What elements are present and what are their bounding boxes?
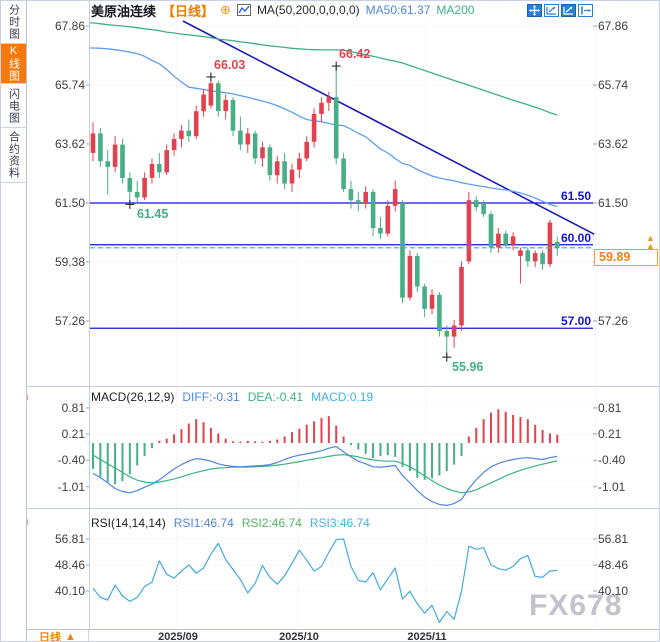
sidebar-item-label: K线图 (7, 45, 20, 82)
axis-tick-label: -0.40 (57, 453, 85, 468)
rsi1-value: RSI1:46.74 (173, 516, 234, 530)
axis-tick-label: 57.26 (598, 313, 629, 328)
current-price-value: 59.89 (599, 250, 631, 264)
sidebar-item-label: 闪电图 (7, 87, 20, 124)
period-tag[interactable]: 【日线】 (162, 3, 215, 19)
ma200-value-label: MA200 (436, 3, 475, 17)
axis-tick-label: 65.74 (54, 77, 85, 92)
swing-low-annotation: 61.45 (137, 207, 169, 221)
macd-title: MACD(26,12,9) (91, 390, 175, 404)
exit-chart-icon[interactable] (578, 4, 593, 17)
sidebar-item-label: 分时图 (7, 4, 20, 40)
axis-tick-label: 61.50 (54, 195, 85, 210)
indicator-chart-icon[interactable] (236, 4, 251, 16)
axis-tick-label: 59.38 (54, 254, 85, 269)
resistance-line-label: 61.50 (560, 189, 591, 203)
macd-dea-value: DEA:-0.41 (247, 390, 304, 404)
x-axis-month-label: 2025/11 (407, 631, 447, 642)
sidebar-item-lightning-chart[interactable]: 闪电图 (1, 84, 26, 128)
current-price-box: 59.89 (594, 249, 658, 266)
axis-tick-label: 56.81 (598, 532, 629, 546)
x-axis-month-label: 2025/09 (158, 631, 198, 642)
axis-tick-label: 67.86 (54, 19, 85, 33)
axis-tick-label: 57.26 (54, 313, 85, 328)
support-line-label: 60.00 (560, 231, 591, 245)
axis-tick-label: 40.10 (598, 584, 629, 598)
rsi-panel-header: RSI(14,14,14) RSI1:46.74 RSI2:46.74 RSI3… (91, 516, 370, 530)
axis-scale-filled-icon[interactable] (561, 4, 576, 17)
sidebar: 分时图 K线图 闪电图 合约资料 (1, 1, 27, 641)
axis-tick-label: 65.74 (598, 77, 629, 92)
add-indicator-icon[interactable]: ⊕ (220, 2, 231, 17)
macd-panel-header: MACD(26,12,9) DIFF:-0.31 DEA:-0.41 MACD:… (91, 390, 373, 404)
symbol-title: 美原油连续 (91, 3, 157, 19)
axis-tick-label: 48.46 (54, 557, 85, 572)
pan-icon[interactable] (527, 4, 542, 17)
period-arrow-icon: ▲ (65, 630, 76, 642)
period-label: 日线 (39, 631, 62, 642)
bottom-bar: 日线 ▲ 2025/09 2025/10 2025/11 (27, 629, 659, 642)
support-line-label: 57.00 (560, 314, 591, 328)
ma50-value-label: MA50:61.37 (365, 3, 431, 17)
rsi2-value: RSI2:46.74 (241, 516, 302, 530)
x-axis-month-label: 2025/10 (279, 631, 319, 642)
axis-tick-label: 67.86 (598, 19, 629, 33)
ma-indicator-params: MA(50,200,0,0,0,0) (256, 3, 360, 17)
sidebar-item-time-chart[interactable]: 分时图 (1, 1, 26, 44)
axis-tick-label: 56.81 (54, 532, 85, 546)
fx678-watermark: FX678 (529, 589, 623, 622)
macd-hist-value: MACD:0.19 (311, 390, 374, 404)
axis-tick-label: 63.62 (598, 136, 629, 151)
axis-scale-icon[interactable] (544, 4, 559, 17)
axis-tick-label: 63.62 (54, 136, 85, 151)
axis-tick-label: 0.81 (61, 400, 85, 415)
chart-toolbar (527, 4, 593, 17)
axis-tick-label: -1.01 (57, 479, 85, 494)
axis-tick-label: -1.01 (598, 479, 626, 494)
rsi3-value: RSI3:46.74 (309, 516, 370, 530)
axis-tick-label: 61.50 (598, 195, 629, 210)
axis-tick-label: 0.81 (598, 400, 622, 415)
axis-tick-label: 48.46 (598, 557, 629, 572)
sidebar-item-contract-info[interactable]: 合约资料 (1, 128, 26, 183)
macd-diff-value: DIFF:-0.31 (182, 390, 240, 404)
period-selector[interactable]: 日线 ▲ (27, 630, 89, 642)
sidebar-item-kline-chart[interactable]: K线图 (1, 44, 26, 84)
swing-high-annotation: 66.42 (339, 47, 371, 61)
price-up-arrows-icon[interactable]: ▲ ▲ (646, 233, 655, 251)
axis-tick-label: 0.21 (61, 426, 85, 441)
axis-tick-label: 40.10 (54, 584, 85, 598)
rsi-title: RSI(14,14,14) (91, 516, 166, 530)
sidebar-item-label: 合约资料 (7, 131, 20, 179)
swing-low-annotation: 55.96 (452, 360, 484, 374)
chart-header: 美原油连续 【日线】 ⊕ MA(50,200,0,0,0,0) MA50:61.… (91, 2, 475, 19)
swing-high-annotation: 66.03 (214, 58, 246, 72)
axis-tick-label: 0.21 (598, 426, 622, 441)
axis-tick-label: -0.40 (598, 453, 626, 468)
